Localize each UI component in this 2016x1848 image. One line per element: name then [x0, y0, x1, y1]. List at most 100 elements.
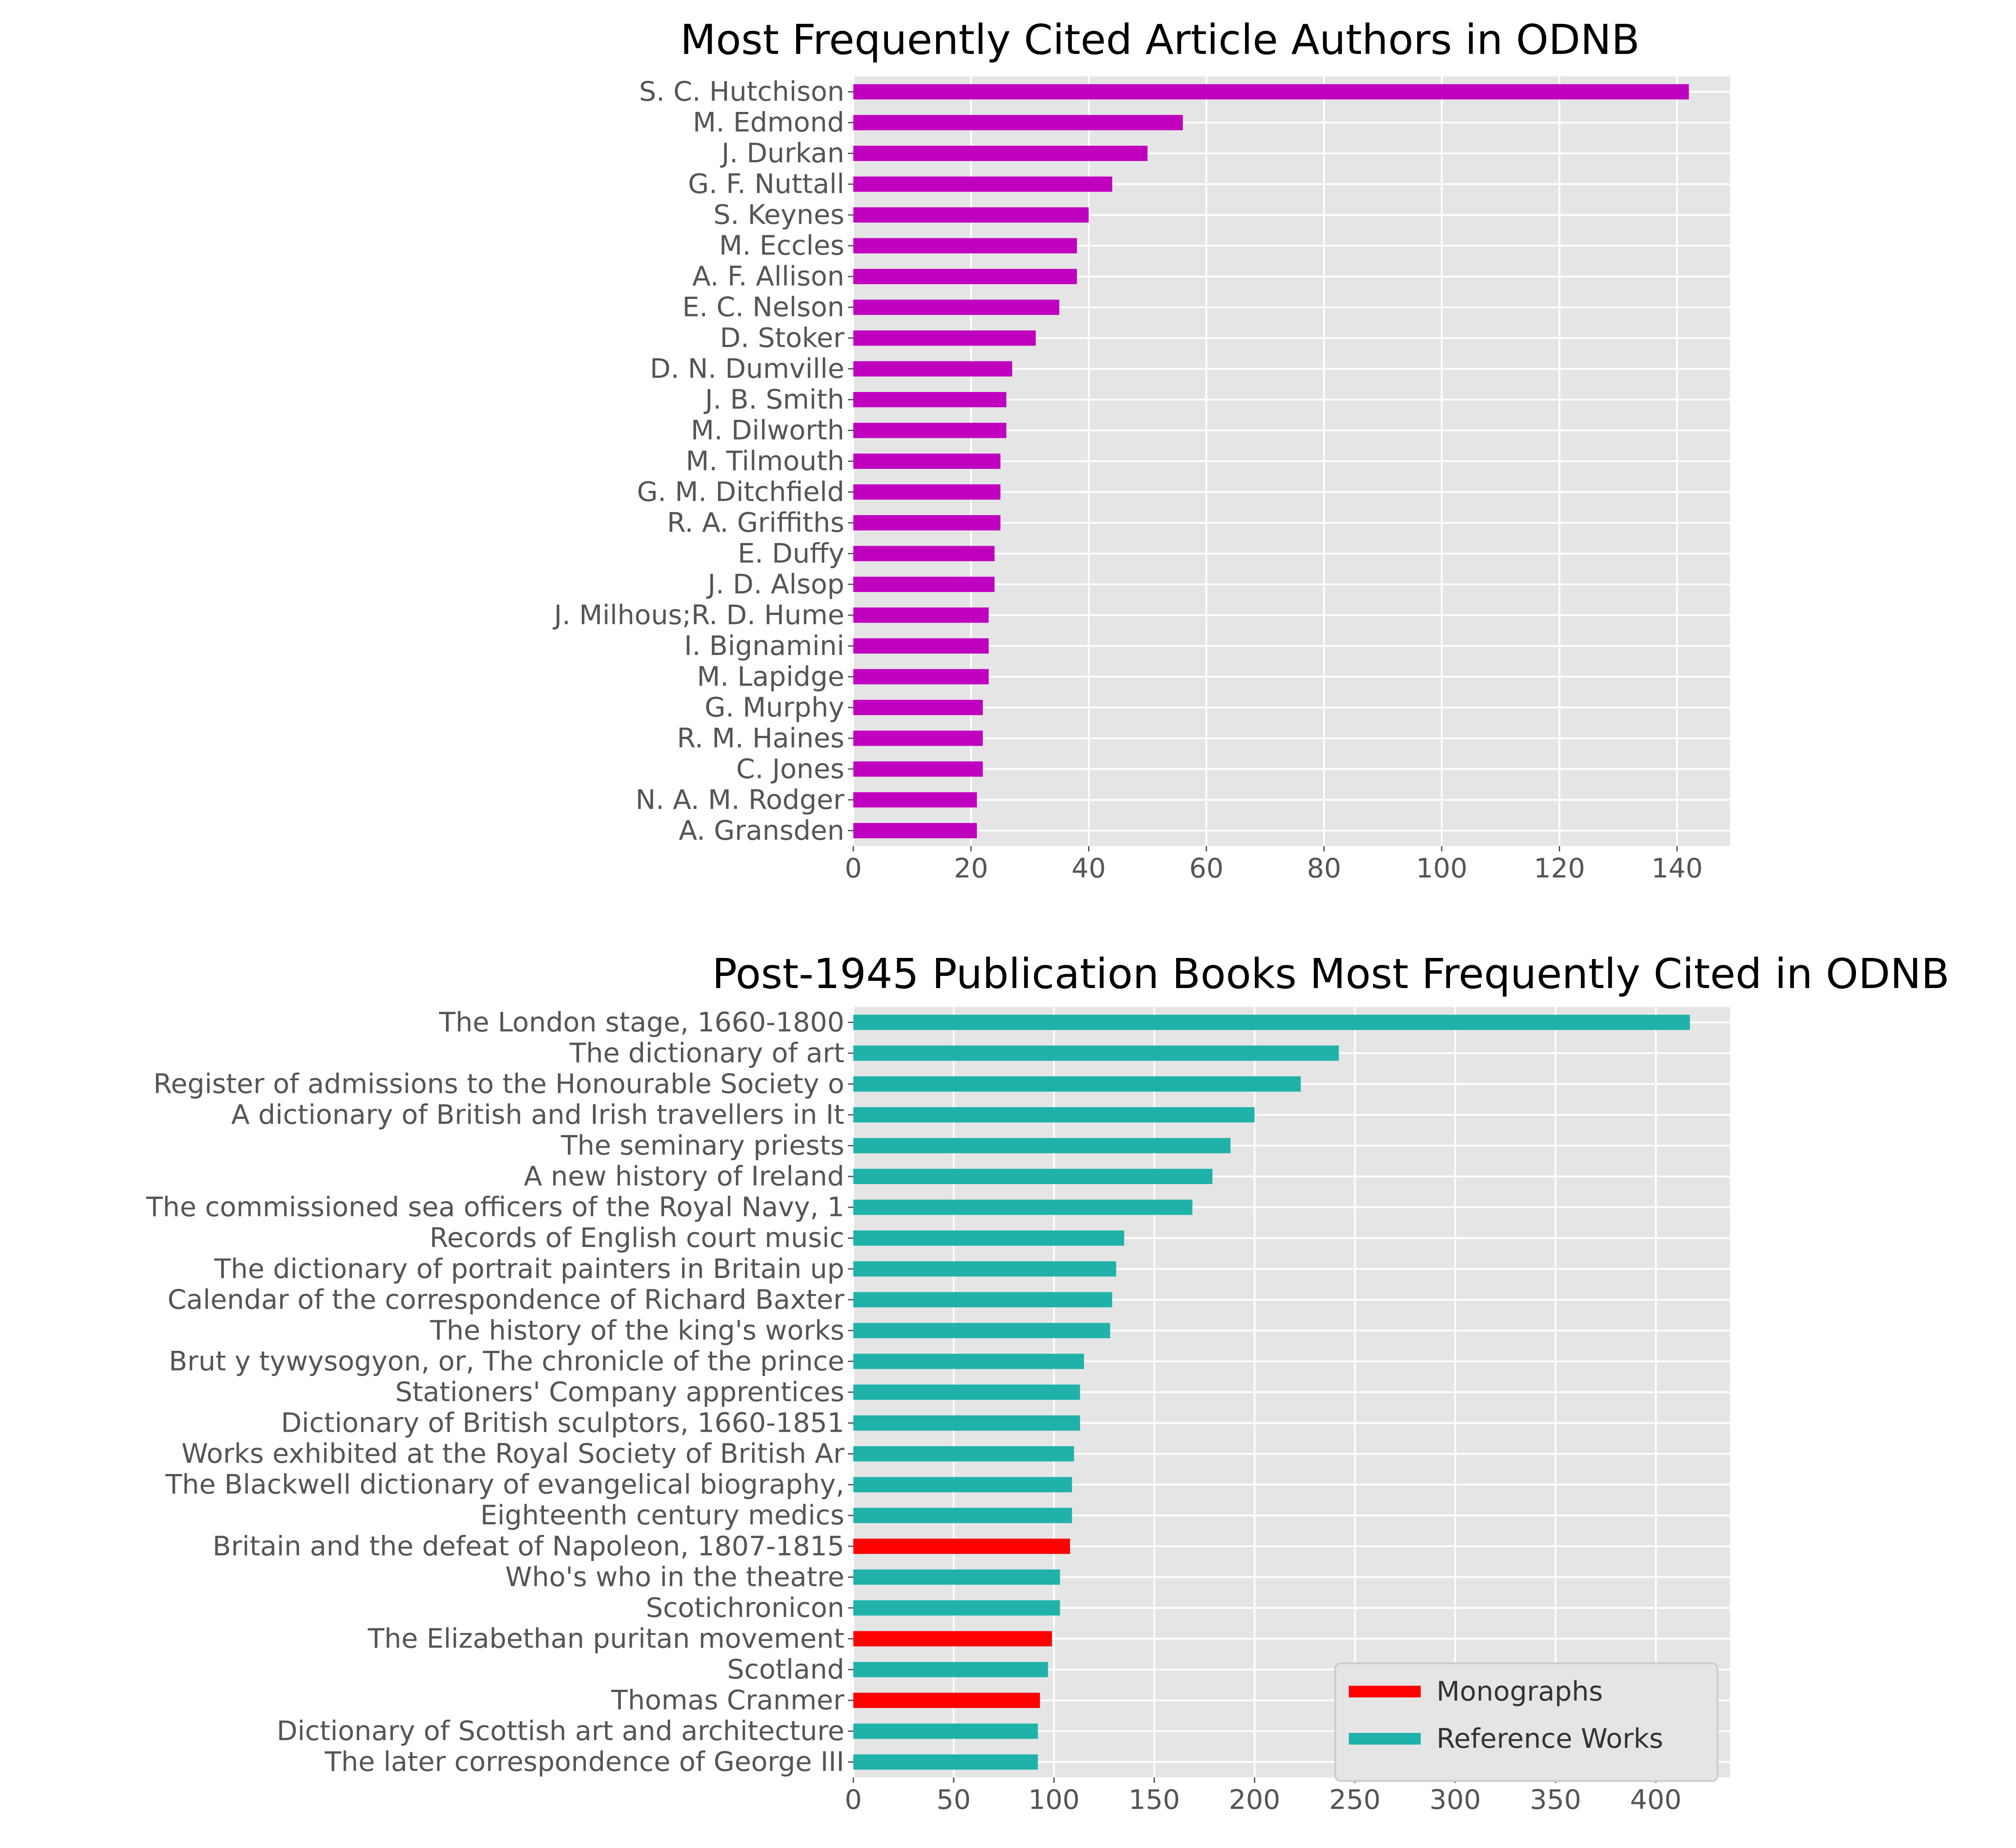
- books-category-label: Who's who in the theatre: [505, 1561, 844, 1593]
- authors-bar: [853, 361, 1012, 377]
- books-bars: [853, 1015, 1690, 1770]
- authors-category-label: M. Dilworth: [691, 415, 844, 446]
- authors-category-label: G. F. Nuttall: [688, 169, 844, 200]
- books-bar: [853, 1662, 1048, 1678]
- books-bar: [853, 1415, 1080, 1431]
- books-bar: [853, 1754, 1038, 1770]
- books-bar: [853, 1107, 1255, 1122]
- authors-category-label: N. A. M. Rodger: [635, 784, 844, 815]
- authors-category-label: D. N. Dumville: [650, 353, 844, 385]
- authors-category-label: G. M. Ditchfield: [637, 476, 844, 508]
- books-bar: [853, 1076, 1301, 1092]
- authors-bar: [853, 761, 983, 777]
- authors-bar: [853, 330, 1036, 346]
- authors-category-label: S. C. Hutchison: [639, 76, 844, 107]
- books-x-tick-label: 350: [1530, 1784, 1582, 1816]
- authors-bar: [853, 207, 1089, 223]
- authors-category-label: M. Tilmouth: [686, 445, 844, 477]
- books-x-tick-label: 300: [1429, 1784, 1481, 1816]
- authors-bar: [853, 484, 1001, 500]
- authors-bar: [853, 238, 1077, 254]
- authors-bar: [853, 638, 989, 654]
- books-bar: [853, 1692, 1040, 1708]
- books-bar: [853, 1199, 1193, 1215]
- books-bar: [853, 1323, 1111, 1338]
- books-bar: [853, 1261, 1116, 1277]
- books-bar: [853, 1569, 1060, 1585]
- books-x-tick-label: 100: [1028, 1784, 1080, 1816]
- legend-monographs-label: Monographs: [1436, 1676, 1603, 1707]
- books-bar: [853, 1015, 1690, 1030]
- authors-category-label: M. Edmond: [693, 107, 844, 138]
- authors-x-tick-label: 80: [1307, 853, 1341, 884]
- authors-category-label: I. Bignamini: [684, 630, 844, 662]
- books-bar: [853, 1385, 1080, 1400]
- books-category-label: The dictionary of portrait painters in B…: [214, 1253, 844, 1285]
- authors-category-label: J. B. Smith: [703, 384, 844, 415]
- books-category-label: A dictionary of British and Irish travel…: [231, 1099, 844, 1131]
- books-bar: [853, 1600, 1060, 1616]
- books-category-label: Britain and the defeat of Napoleon, 1807…: [213, 1531, 844, 1562]
- books-category-label: The seminary priests: [561, 1130, 844, 1162]
- authors-x-tick-label: 40: [1071, 853, 1106, 884]
- authors-category-label: D. Stoker: [720, 322, 844, 354]
- authors-bar: [853, 576, 995, 592]
- authors-chart: Most Frequently Cited Article Authors in…: [552, 16, 1730, 884]
- authors-bar: [853, 607, 989, 623]
- authors-bar: [853, 423, 1007, 438]
- books-category-label: Register of admissions to the Honourable…: [153, 1068, 844, 1100]
- books-bar: [853, 1477, 1072, 1492]
- books-bar: [853, 1138, 1231, 1153]
- authors-category-label: A. F. Allison: [692, 261, 844, 292]
- books-bar: [853, 1631, 1052, 1647]
- authors-bar: [853, 176, 1112, 192]
- authors-category-label: G. Murphy: [705, 692, 844, 723]
- books-bar: [853, 1354, 1084, 1369]
- books-category-label: Dictionary of Scottish art and architect…: [277, 1715, 844, 1747]
- books-category-label: Calendar of the correspondence of Richar…: [168, 1284, 845, 1315]
- books-category-label: Works exhibited at the Royal Society of …: [182, 1438, 845, 1469]
- books-category-label: Dictionary of British sculptors, 1660-18…: [281, 1407, 844, 1439]
- authors-x-tick-label: 0: [845, 853, 862, 884]
- books-tick-labels: 0 50 100 150 200 250 300 350 400 The London stage…: [146, 1006, 1681, 1816]
- books-chart-title: Post-1945 Publication Books Most Frequen…: [712, 950, 1949, 998]
- authors-bars: [853, 84, 1689, 838]
- legend-box: [1334, 1662, 1718, 1782]
- authors-bar: [853, 84, 1689, 100]
- authors-bar: [853, 454, 1001, 469]
- books-x-tick-label: 200: [1229, 1784, 1280, 1816]
- books-bar: [853, 1446, 1074, 1462]
- books-category-label: Stationers' Company apprentices: [395, 1376, 844, 1408]
- authors-bar: [853, 546, 995, 561]
- books-bar: [853, 1045, 1339, 1061]
- authors-bar: [853, 392, 1007, 408]
- books-legend: Monographs Reference Works: [1334, 1662, 1718, 1782]
- books-chart: Post-1945 Publication Books Most Frequen…: [146, 950, 1949, 1816]
- books-x-tick-label: 400: [1630, 1784, 1682, 1816]
- authors-category-label: R. A. Griffiths: [667, 507, 844, 539]
- books-bar: [853, 1169, 1213, 1185]
- books-bar: [853, 1292, 1112, 1308]
- books-category-label: Eighteenth century medics: [480, 1500, 844, 1531]
- books-category-label: The commissioned sea officers of the Roy…: [146, 1192, 844, 1223]
- authors-bar: [853, 146, 1148, 161]
- authors-category-label: M. Lapidge: [697, 661, 844, 692]
- authors-category-label: J. D. Alsop: [706, 569, 844, 600]
- books-x-tick-label: 250: [1329, 1784, 1381, 1816]
- authors-gridlines: [852, 76, 1730, 846]
- authors-x-tick-label: 60: [1189, 853, 1223, 884]
- authors-bar: [853, 115, 1183, 130]
- books-category-label: The later correspondence of George III: [324, 1746, 844, 1778]
- books-bar: [853, 1508, 1072, 1523]
- authors-category-label: A. Gransden: [679, 815, 844, 846]
- books-category-label: Scotland: [727, 1654, 844, 1685]
- books-gridlines: [852, 1007, 1730, 1777]
- authors-x-tick-label: 20: [954, 853, 988, 884]
- books-category-label: The Elizabethan puritan movement: [367, 1623, 844, 1654]
- authors-bar: [853, 269, 1077, 285]
- books-bar: [853, 1538, 1070, 1554]
- authors-category-label: M. Eccles: [719, 230, 844, 262]
- books-bar: [853, 1723, 1038, 1739]
- authors-bar: [853, 823, 977, 838]
